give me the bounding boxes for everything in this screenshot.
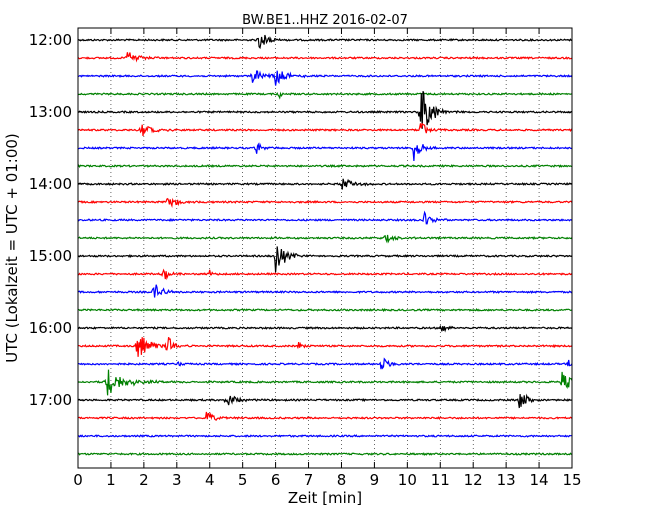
- trace-line-1215: [77, 52, 573, 63]
- trace-line-1545: [77, 307, 573, 313]
- x-tick-label: 15: [562, 471, 581, 489]
- trace-line-1600: [77, 324, 573, 333]
- x-tick-label: 4: [205, 471, 215, 489]
- trace-line-1745: [77, 452, 573, 456]
- trace-line-1530: [77, 284, 573, 298]
- trace-line-1645: [77, 369, 573, 396]
- plot-frame: [77, 27, 573, 469]
- trace-line-1515: [77, 268, 573, 281]
- trace-line-1715: [78, 411, 573, 421]
- trace-line-1415: [77, 197, 573, 208]
- trace-line-1300: [77, 91, 573, 129]
- x-tick-label: 6: [271, 471, 281, 489]
- x-tick-label: 12: [464, 471, 483, 489]
- chart-title: BW.BE1..HHZ 2016-02-07: [242, 13, 408, 28]
- trace-line-1200: [77, 34, 573, 50]
- trace-line-1245: [77, 91, 572, 100]
- y-tick-label: 14:00: [29, 175, 72, 193]
- x-tick-label: 7: [304, 471, 314, 489]
- trace-line-1630: [77, 357, 573, 370]
- trace-line-1445: [77, 234, 573, 244]
- x-tick-label: 13: [497, 471, 516, 489]
- x-tick-label: 2: [139, 471, 149, 489]
- trace-line-1700: [77, 393, 573, 409]
- grid: [110, 28, 540, 468]
- y-axis-label: UTC (Lokalzeit = UTC + 01:00): [3, 133, 21, 363]
- y-tick-label: 12:00: [29, 31, 72, 49]
- trace-line-1500: [77, 246, 573, 273]
- x-tick-label: 5: [238, 471, 248, 489]
- trace-line-1400: [77, 178, 573, 190]
- trace-line-1730: [77, 434, 573, 438]
- y-tick-label: 17:00: [29, 391, 72, 409]
- y-tick-label: 16:00: [29, 319, 72, 337]
- x-tick-label: 11: [431, 471, 450, 489]
- x-tick-label: 10: [398, 471, 417, 489]
- y-tick-label: 13:00: [29, 103, 72, 121]
- trace-line-1315: [77, 122, 573, 136]
- trace-line-1430: [77, 210, 573, 225]
- trace-line-1345: [77, 164, 573, 169]
- x-tick-label: 0: [73, 471, 83, 489]
- x-tick-label: 14: [530, 471, 549, 489]
- trace-line-1230: [77, 70, 573, 86]
- y-tick-label: 15:00: [29, 247, 72, 265]
- trace-line-1615: [77, 336, 573, 357]
- x-tick-label: 1: [106, 471, 116, 489]
- axes: 0 1 2 3 4 5 6 7 8 9 10 11 12 13 14 1512:0013:0014:0015:…: [29, 28, 582, 489]
- x-axis-label: Zeit [min]: [288, 489, 362, 507]
- traces: [77, 34, 573, 456]
- x-tick-label: 9: [370, 471, 380, 489]
- x-tick-label: 3: [172, 471, 182, 489]
- x-tick-label: 8: [337, 471, 347, 489]
- trace-line-1330: [78, 142, 573, 161]
